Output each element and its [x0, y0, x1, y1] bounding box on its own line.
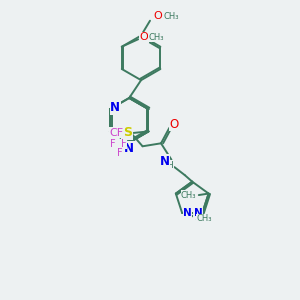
- Text: CH₃: CH₃: [196, 214, 212, 223]
- Text: N: N: [110, 101, 120, 114]
- Text: F: F: [118, 148, 123, 158]
- Text: S: S: [123, 126, 132, 140]
- Text: H: H: [167, 160, 173, 169]
- Text: F: F: [121, 139, 127, 149]
- Text: CH₃: CH₃: [148, 33, 164, 42]
- Text: CH₃: CH₃: [181, 190, 197, 200]
- Text: N: N: [160, 154, 170, 168]
- Text: N: N: [124, 142, 134, 155]
- Text: O: O: [153, 11, 162, 21]
- Text: CF₃: CF₃: [110, 128, 128, 138]
- Text: N: N: [194, 208, 202, 218]
- Text: F: F: [110, 139, 116, 149]
- Text: N: N: [183, 208, 192, 218]
- Text: O: O: [140, 32, 148, 42]
- Text: O: O: [169, 118, 178, 131]
- Text: CH₃: CH₃: [163, 12, 178, 21]
